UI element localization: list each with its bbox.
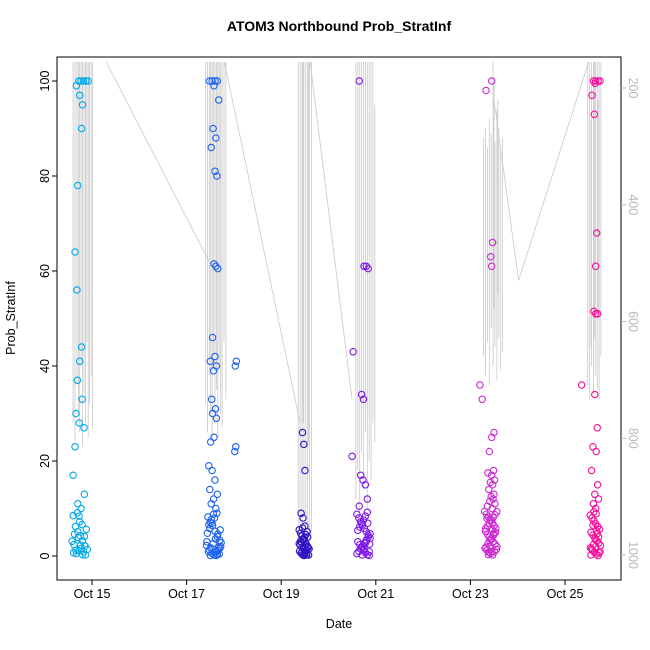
x-axis-label: Date — [326, 617, 352, 631]
plot-render-root: Oct 15 Oct 17 Oct 19 Oct 21 Oct 23 Oct 25 0 20 4… — [38, 56, 640, 601]
x-tick-label: Oct 21 — [357, 587, 394, 601]
x-tick-label: Oct 17 — [168, 587, 205, 601]
series-oct21 — [348, 77, 374, 560]
right-tick-label: 1000 — [626, 541, 640, 569]
y-tick-label: 0 — [38, 552, 52, 559]
chart-title: ATOM3 Northbound Prob_StratInf — [227, 18, 452, 34]
y-tick-label: 40 — [38, 359, 52, 373]
y-tick-label: 20 — [38, 454, 52, 468]
y-axis: 0 20 40 60 80 100 — [38, 71, 57, 559]
series-oct23 — [476, 77, 501, 559]
x-axis: Oct 15 Oct 17 Oct 19 Oct 21 Oct 23 Oct 25 — [74, 580, 584, 601]
series-oct15 — [68, 77, 92, 559]
right-tick-label: 200 — [626, 78, 640, 99]
series-oct17 — [202, 77, 241, 560]
y-tick-label: 80 — [38, 169, 52, 183]
series-oct19 — [295, 428, 313, 560]
x-tick-label: Oct 15 — [74, 587, 111, 601]
x-tick-label: Oct 19 — [263, 587, 300, 601]
right-tick-label: 800 — [626, 428, 640, 449]
right-axis: 200 400 600 800 1000 — [621, 78, 640, 569]
plot-border — [56, 56, 622, 581]
series-oct25 — [577, 77, 605, 560]
y-tick-label: 100 — [38, 71, 52, 92]
right-tick-label: 400 — [626, 194, 640, 215]
x-tick-label: Oct 25 — [547, 587, 584, 601]
y-tick-label: 60 — [38, 264, 52, 278]
x-tick-label: Oct 23 — [452, 587, 489, 601]
y-axis-label: Prob_StratInf — [4, 281, 18, 355]
right-tick-label: 600 — [626, 311, 640, 332]
gray-trace-segments — [72, 61, 602, 547]
